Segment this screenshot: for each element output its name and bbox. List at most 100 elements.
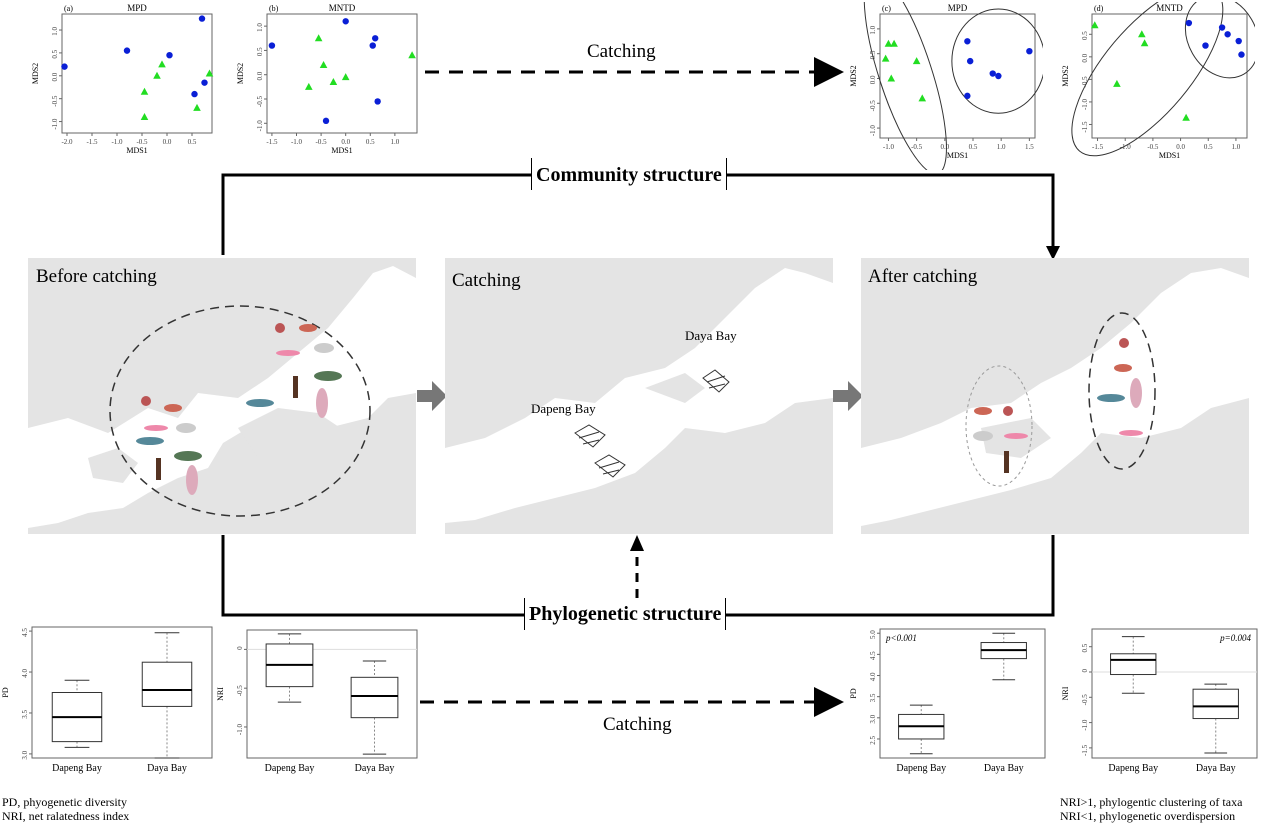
x-category-label: Dapeng Bay: [896, 763, 946, 774]
boxplot-pd-before: 4.5 4.0 3.5 3.0 PD Dapeng Bay Daya Bay: [1, 626, 213, 774]
y-axis-label: MDS2: [849, 65, 858, 86]
cluster-ellipse-green: [863, 2, 947, 170]
y-tick-label: -1.0: [236, 723, 244, 735]
y-axis-label: MDS2: [31, 63, 40, 84]
data-point-circle: [964, 38, 971, 45]
legend-nri: NRI, net ralatedness index: [2, 809, 130, 823]
y-axis-label: MDS2: [1061, 65, 1070, 86]
catching-label-bottom: Catching: [603, 714, 672, 735]
y-tick-label: 3.0: [21, 750, 29, 759]
data-point-triangle: [193, 103, 201, 111]
data-point-triangle: [890, 39, 898, 47]
boxplot-nri-after: 0.5 0 -0.5 -1.0 -1.5 NRI Dapeng Bay Daya Bay p=0…: [1061, 628, 1258, 774]
map-before-catching: [28, 258, 416, 534]
after-catching-title: After catching: [868, 266, 978, 287]
x-category-label: Dapeng Bay: [265, 763, 315, 774]
x-category-label: Daya Bay: [147, 763, 187, 774]
data-point-triangle: [158, 60, 166, 68]
data-point-triangle: [329, 78, 338, 85]
map-arrow-2: [833, 381, 863, 411]
y-tick-label: 0.0: [1081, 53, 1089, 62]
y-tick-label: 1.0: [256, 23, 264, 32]
y-tick-label: -0.5: [51, 95, 59, 107]
data-point-triangle: [1138, 30, 1146, 38]
data-point-circle: [1185, 19, 1193, 27]
data-point-circle: [1238, 51, 1245, 58]
map-arrow-1: [417, 381, 447, 411]
x-category-label: Daya Bay: [984, 763, 1024, 774]
data-point-circle: [1224, 31, 1231, 38]
y-axis-label: NRI: [216, 687, 225, 701]
y-tick-label: 4.0: [869, 672, 877, 681]
data-point-circle: [198, 15, 206, 22]
y-tick-label: 4.5: [21, 628, 29, 637]
dapeng-bay-label: Dapeng Bay: [531, 401, 596, 416]
data-point-circle: [369, 42, 376, 49]
map-catching: Daya Bay Dapeng Bay: [445, 258, 833, 534]
before-catching-title: Before catching: [36, 266, 157, 287]
data-point-circle: [995, 72, 1002, 80]
scatter-mntd-after: 0.5 0.0 -0.5 -1.0 -1.5 MDS2 -1.5 -1.0 -0.5 0.0 0.5…: [1061, 2, 1255, 160]
data-point-triangle: [319, 61, 328, 68]
data-point-circle: [1218, 24, 1226, 31]
x-axis-label: MDS1: [947, 151, 968, 160]
x-tick-label: 0.5: [366, 138, 375, 146]
y-tick-label: -1.5: [1081, 121, 1089, 133]
x-tick-label: 0.0: [940, 143, 949, 151]
y-tick-label: -0.5: [236, 685, 244, 697]
legend-nri-gt: NRI>1, phylogentic clustering of taxa: [1060, 795, 1243, 809]
x-tick-label: -0.5: [316, 138, 328, 146]
y-tick-label: -0.5: [869, 100, 877, 112]
catching-panel-title: Catching: [452, 270, 521, 291]
data-point-circle: [1235, 37, 1242, 45]
data-point-triangle: [912, 57, 921, 65]
y-tick-label: 0: [1081, 669, 1089, 673]
data-point-circle: [371, 35, 379, 42]
y-tick-label: 5.0: [869, 630, 877, 639]
data-point-triangle: [881, 54, 890, 62]
data-point-triangle: [408, 51, 416, 59]
species-icons-after: [973, 338, 1143, 473]
p-value-annotation: p=0.004: [1219, 633, 1251, 643]
panel-letter: (a): [64, 4, 73, 13]
y-tick-label: 0.5: [51, 49, 59, 58]
y-tick-label: -0.5: [1081, 694, 1089, 706]
panel-letter: (c): [882, 4, 891, 13]
data-point-triangle: [153, 71, 161, 79]
data-point-circle: [989, 70, 996, 77]
x-tick-label: -1.0: [291, 138, 303, 146]
community-structure-label: Community structure: [531, 158, 727, 190]
y-tick-label: -0.5: [256, 96, 264, 108]
y-tick-label: -1.0: [51, 118, 59, 130]
x-tick-label: 0.0: [341, 138, 350, 146]
data-point-circle: [374, 98, 381, 105]
data-point-circle: [191, 90, 198, 98]
plot-frame: [266, 13, 418, 134]
y-tick-label: 0.0: [51, 72, 59, 81]
chart-title: MNTD: [1156, 3, 1183, 13]
data-point-triangle: [1182, 113, 1190, 121]
data-point-circle: [966, 57, 974, 65]
data-point-triangle: [1113, 79, 1121, 87]
y-tick-label: -0.5: [1081, 76, 1089, 88]
chart-title: MPD: [948, 3, 968, 13]
y-axis-label: PD: [1, 687, 10, 697]
legend-nri-lt: NRI<1, phylogenetic overdispersion: [1060, 809, 1236, 823]
data-point-circle: [201, 79, 208, 86]
x-tick-label: -1.5: [1092, 143, 1104, 151]
chart-title: MNTD: [329, 3, 356, 13]
data-point-triangle: [140, 87, 149, 95]
data-point-circle: [1026, 48, 1033, 55]
x-category-label: Daya Bay: [355, 763, 395, 774]
panel-letter: (b): [269, 4, 279, 13]
p-value-annotation: p<0.001: [885, 633, 917, 643]
y-tick-label: 0.5: [1081, 643, 1089, 652]
x-axis-label: MDS1: [126, 146, 147, 155]
boxplot-nri-before: 0 -0.5 -1.0 NRI Dapeng Bay Daya Bay: [216, 629, 418, 774]
y-tick-label: -1.0: [256, 120, 264, 132]
plot-frame: [61, 13, 213, 134]
data-point-circle: [123, 47, 131, 54]
cluster-ellipse-blue: [951, 8, 1043, 114]
x-tick-label: 0.5: [969, 143, 978, 151]
